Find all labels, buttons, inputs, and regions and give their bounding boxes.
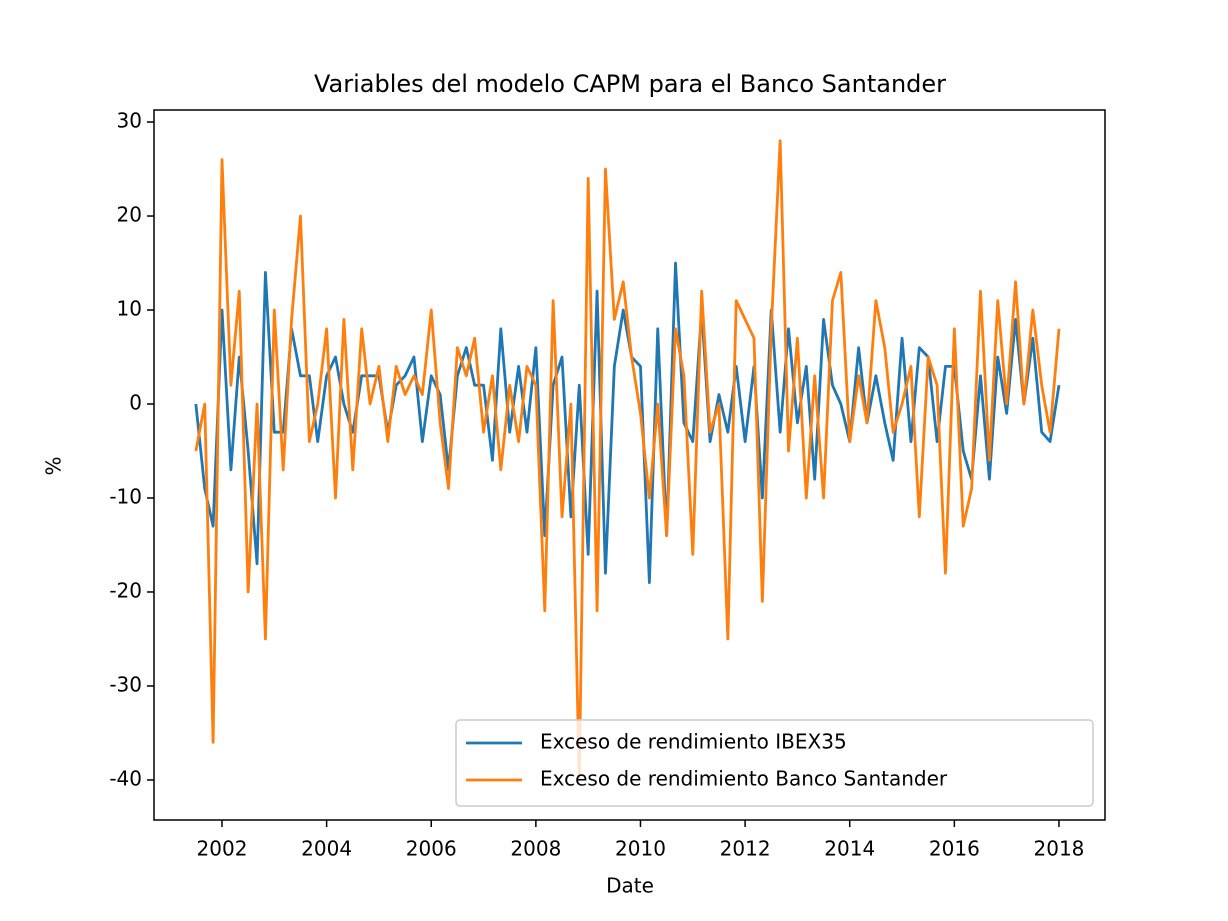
- y-tick-label: -30: [109, 672, 142, 696]
- y-tick-label: 20: [117, 203, 142, 227]
- series-line: [194, 139, 1061, 782]
- y-axis-label: %: [42, 456, 66, 475]
- x-tick-label: 2014: [824, 837, 875, 861]
- x-tick-label: 2002: [197, 837, 248, 861]
- legend-label: Exceso de rendimiento Banco Santander: [540, 767, 948, 791]
- x-tick-label: 2012: [720, 837, 771, 861]
- chart-title: Variables del modelo CAPM para el Banco …: [314, 70, 946, 98]
- legend-box: [455, 719, 1094, 807]
- y-tick-label: -10: [109, 484, 142, 508]
- x-tick-label: 2018: [1034, 837, 1085, 861]
- y-tick-label: 30: [117, 109, 142, 133]
- plot-frame: [153, 109, 1106, 821]
- x-tick-label: 2004: [301, 837, 352, 861]
- x-tick-label: 2006: [406, 837, 457, 861]
- y-tick-label: -20: [109, 578, 142, 602]
- x-tick-label: 2016: [929, 837, 980, 861]
- x-axis-label: Date: [606, 874, 654, 898]
- legend-label: Exceso de rendimiento IBEX35: [540, 730, 847, 754]
- x-tick-label: 2008: [510, 837, 561, 861]
- y-tick-label: 0: [129, 391, 142, 415]
- x-tick-label: 2010: [615, 837, 666, 861]
- y-tick-label: 10: [117, 297, 142, 321]
- y-tick-label: -40: [109, 766, 142, 790]
